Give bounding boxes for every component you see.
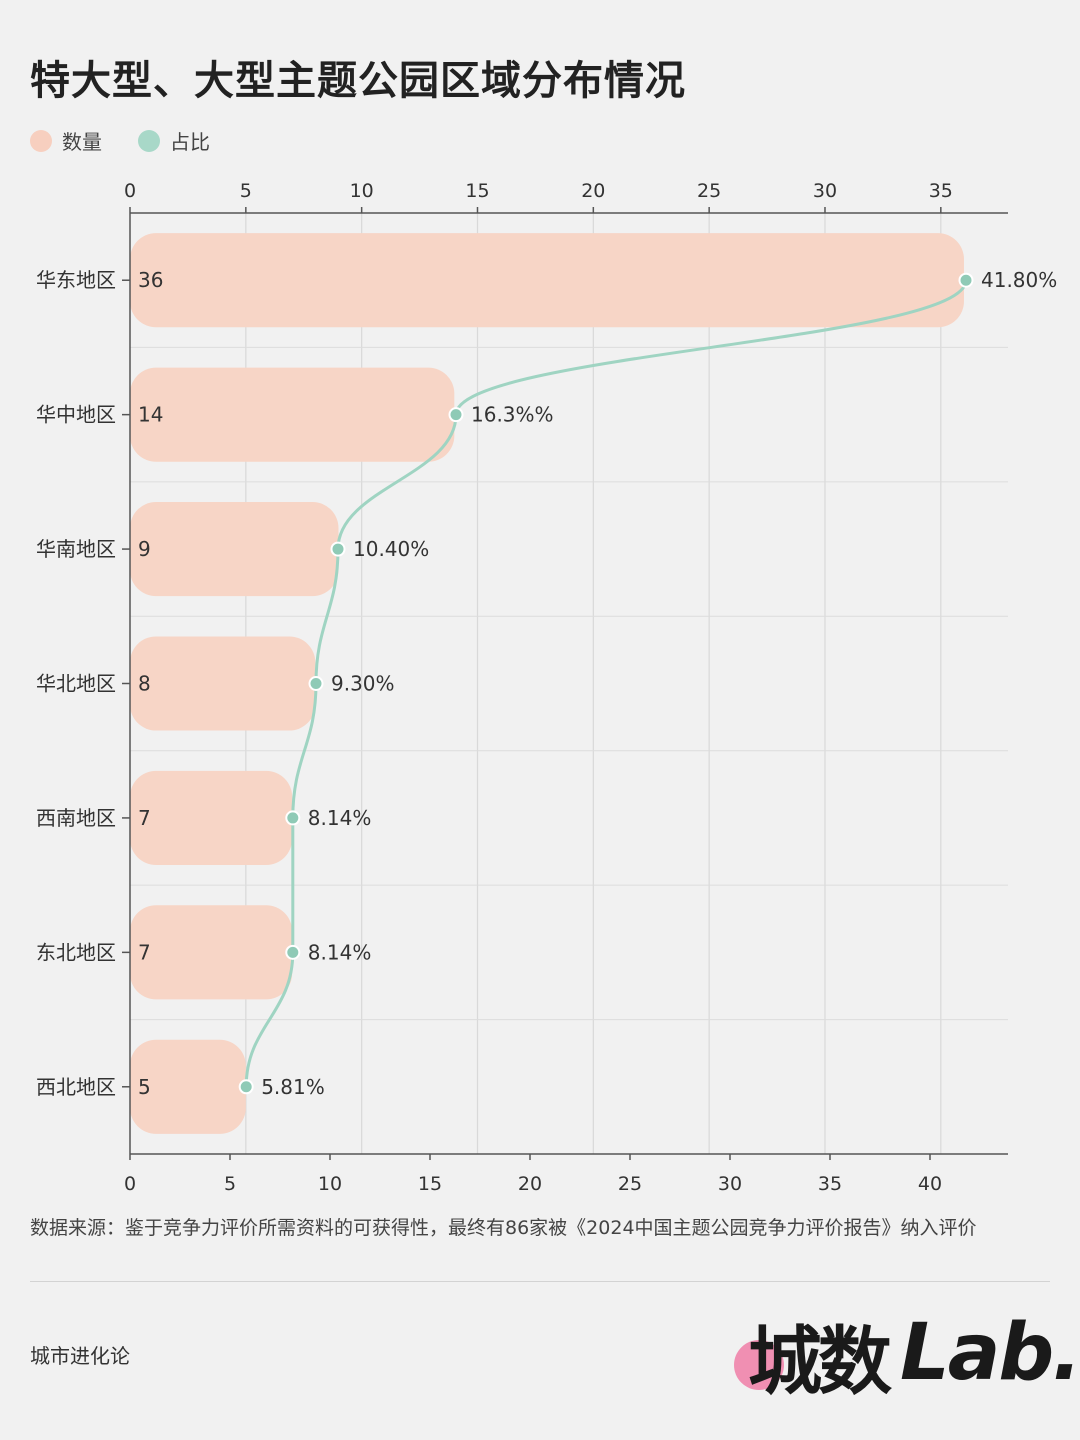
bar-value-label: 8: [138, 672, 151, 696]
legend-swatch-count: [30, 129, 52, 152]
bar: [130, 367, 455, 462]
legend-item-share: 占比: [138, 126, 210, 155]
top-axis-tick-label: 10: [350, 180, 374, 202]
share-value-label: 5.81%: [261, 1075, 325, 1099]
top-axis-tick-label: 20: [581, 180, 605, 202]
legend-item-count: 数量: [30, 126, 102, 155]
top-axis-tick-label: 15: [465, 180, 489, 202]
chart: 0 5 10 15 20 25 30 35 0 5 10 15 20 25 30 35 40 华东地区 36 华中地区…: [36, 180, 1057, 1195]
brand-logo: 城数 Lab.: [732, 1300, 1080, 1410]
author-label: 城市进化论: [30, 1344, 130, 1368]
share-value-label: 16.3%%: [471, 403, 554, 427]
share-line: [244, 279, 968, 1087]
bottom-axis-tick-label: 15: [418, 1173, 442, 1195]
category-label: 东北地区: [36, 940, 116, 964]
share-point: [958, 272, 974, 288]
category-label: 华北地区: [36, 672, 116, 696]
bar: [130, 905, 293, 1000]
top-axis-tick-label: 30: [813, 180, 837, 202]
share-value-label: 8.14%: [308, 806, 372, 830]
legend-label-count: 数量: [62, 130, 102, 154]
legend-swatch-share: [138, 129, 160, 152]
bar: [130, 636, 316, 731]
share-point: [448, 407, 464, 423]
logo-text-cn: 城数: [748, 1319, 892, 1405]
bar-value-label: 5: [138, 1075, 151, 1099]
logo-circle: [734, 1340, 784, 1390]
bottom-axis-tick-label: 30: [718, 1173, 742, 1195]
bar-value-label: 36: [138, 268, 163, 292]
share-point: [238, 1079, 254, 1095]
bar-value-label: 7: [138, 806, 151, 830]
chart-title: 特大型、大型主题公园区域分布情况: [30, 58, 686, 104]
category-label: 华南地区: [36, 537, 116, 561]
source-note: 数据来源：鉴于竞争力评价所需资料的可获得性，最终有86家被《2024中国主题公园…: [30, 1217, 977, 1239]
share-point: [285, 944, 301, 960]
bar: [130, 233, 964, 328]
bar: [130, 770, 293, 865]
share-value-label: 10.40%: [353, 537, 429, 561]
category-label: 华中地区: [36, 403, 116, 427]
divider: [30, 1281, 1050, 1282]
share-point: [330, 541, 346, 557]
bar-value-label: 9: [138, 537, 151, 561]
bottom-axis-tick-label: 35: [818, 1173, 842, 1195]
bar-value-label: 7: [138, 940, 151, 964]
top-axis-tick-label: 25: [697, 180, 721, 202]
share-value-label: 8.14%: [308, 940, 372, 964]
legend-label-share: 占比: [170, 130, 210, 154]
top-axis-tick-label: 5: [240, 180, 252, 202]
share-point: [285, 810, 301, 826]
bottom-axis-tick-label: 5: [224, 1173, 236, 1195]
bar-value-label: 14: [138, 403, 163, 427]
share-value-label: 41.80%: [981, 268, 1057, 292]
share-value-label: 9.30%: [331, 672, 395, 696]
bottom-axis-tick-label: 25: [618, 1173, 642, 1195]
category-label: 西南地区: [36, 806, 116, 830]
category-label: 西北地区: [36, 1075, 116, 1099]
bar: [130, 1039, 246, 1134]
top-axis-tick-label: 0: [124, 180, 136, 202]
bar: [130, 502, 339, 597]
bottom-axis-tick-label: 20: [518, 1173, 542, 1195]
bottom-axis-tick-label: 10: [318, 1173, 342, 1195]
share-point: [308, 676, 324, 691]
bottom-axis-tick-label: 0: [124, 1173, 136, 1195]
logo-text-en: Lab.: [900, 1308, 1080, 1398]
top-axis-tick-label: 35: [929, 180, 953, 202]
bottom-axis-tick-label: 40: [918, 1173, 942, 1195]
category-label: 华东地区: [36, 268, 116, 292]
legend: 数量 占比: [30, 126, 246, 155]
